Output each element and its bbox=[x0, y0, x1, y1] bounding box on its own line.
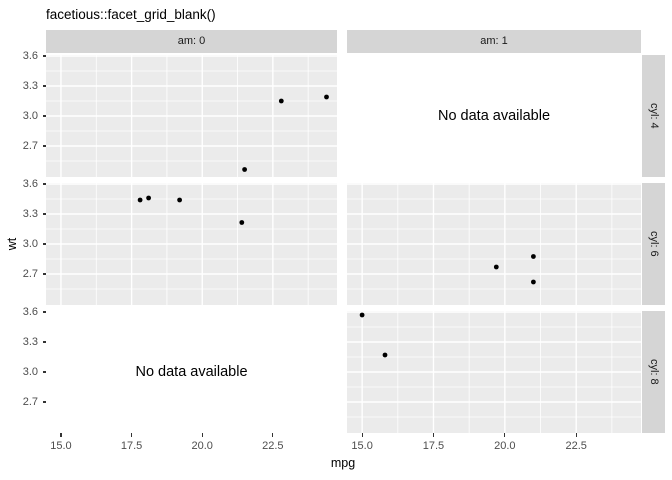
facet-strip-col: am: 0 bbox=[46, 30, 337, 53]
facet-panel bbox=[347, 183, 641, 305]
data-point bbox=[493, 264, 499, 270]
empty-panel-message: No data available bbox=[347, 55, 641, 177]
x-tick-mark bbox=[272, 433, 274, 437]
data-point bbox=[239, 220, 245, 225]
facet-panel bbox=[347, 311, 641, 433]
y-tick-label: 3.0 bbox=[22, 238, 38, 250]
data-point bbox=[242, 167, 248, 172]
facet-strip-col: am: 1 bbox=[347, 30, 641, 53]
y-tick-label: 3.6 bbox=[22, 50, 38, 62]
x-axis-title: mpg bbox=[330, 456, 356, 470]
data-point bbox=[382, 352, 388, 358]
y-tick-label: 3.3 bbox=[22, 336, 38, 348]
y-axis-title: wt bbox=[5, 237, 19, 251]
data-point bbox=[146, 195, 151, 201]
x-tick-mark bbox=[361, 433, 363, 437]
data-point bbox=[531, 254, 536, 259]
facet-strip-row: cyl: 8 bbox=[642, 311, 665, 433]
empty-panel-message: No data available bbox=[46, 311, 337, 433]
y-tick-mark bbox=[42, 145, 46, 147]
y-tick-mark bbox=[42, 55, 46, 57]
data-point bbox=[359, 312, 365, 318]
y-tick-mark bbox=[42, 341, 46, 343]
y-tick-mark bbox=[42, 273, 46, 275]
y-tick-label: 3.3 bbox=[22, 208, 38, 220]
x-tick-label: 17.5 bbox=[120, 440, 143, 452]
data-point bbox=[278, 98, 284, 104]
x-tick-label: 22.5 bbox=[262, 440, 284, 452]
facet-strip-row: cyl: 6 bbox=[642, 183, 665, 305]
y-tick-mark bbox=[42, 401, 46, 403]
y-tick-label: 3.6 bbox=[22, 306, 38, 318]
y-tick-mark bbox=[42, 371, 46, 373]
x-tick-mark bbox=[60, 433, 62, 437]
x-tick-label: 17.5 bbox=[422, 440, 445, 452]
data-point bbox=[531, 279, 536, 285]
x-tick-mark bbox=[432, 433, 435, 437]
plot-title: facetious::facet_grid_blank() bbox=[46, 7, 216, 22]
y-tick-label: 2.7 bbox=[22, 396, 38, 408]
data-point bbox=[137, 197, 143, 203]
facet-strip-row: cyl: 4 bbox=[642, 55, 665, 177]
x-tick-mark bbox=[201, 433, 203, 437]
x-tick-mark bbox=[131, 433, 133, 437]
x-tick-label: 15.0 bbox=[351, 440, 373, 452]
y-tick-label: 3.3 bbox=[22, 80, 38, 92]
y-tick-label: 3.0 bbox=[22, 110, 38, 122]
facet-panel bbox=[46, 183, 337, 305]
data-point bbox=[324, 94, 329, 100]
facet-panel bbox=[46, 55, 337, 177]
x-tick-label: 20.0 bbox=[494, 440, 516, 452]
y-tick-label: 3.6 bbox=[22, 178, 38, 190]
y-tick-label: 3.0 bbox=[22, 366, 38, 378]
y-tick-mark bbox=[42, 311, 46, 313]
x-tick-mark bbox=[504, 433, 506, 437]
x-tick-label: 22.5 bbox=[565, 440, 587, 452]
y-tick-mark bbox=[42, 243, 46, 245]
y-tick-mark bbox=[42, 115, 46, 117]
data-point bbox=[177, 197, 183, 203]
x-tick-mark bbox=[575, 433, 577, 437]
x-tick-label: 20.0 bbox=[191, 440, 213, 452]
y-tick-label: 2.7 bbox=[22, 268, 38, 280]
y-tick-mark bbox=[42, 213, 46, 215]
y-tick-mark bbox=[42, 85, 46, 87]
y-tick-label: 2.7 bbox=[22, 140, 38, 152]
y-tick-mark bbox=[42, 183, 46, 185]
x-tick-label: 15.0 bbox=[50, 440, 72, 452]
